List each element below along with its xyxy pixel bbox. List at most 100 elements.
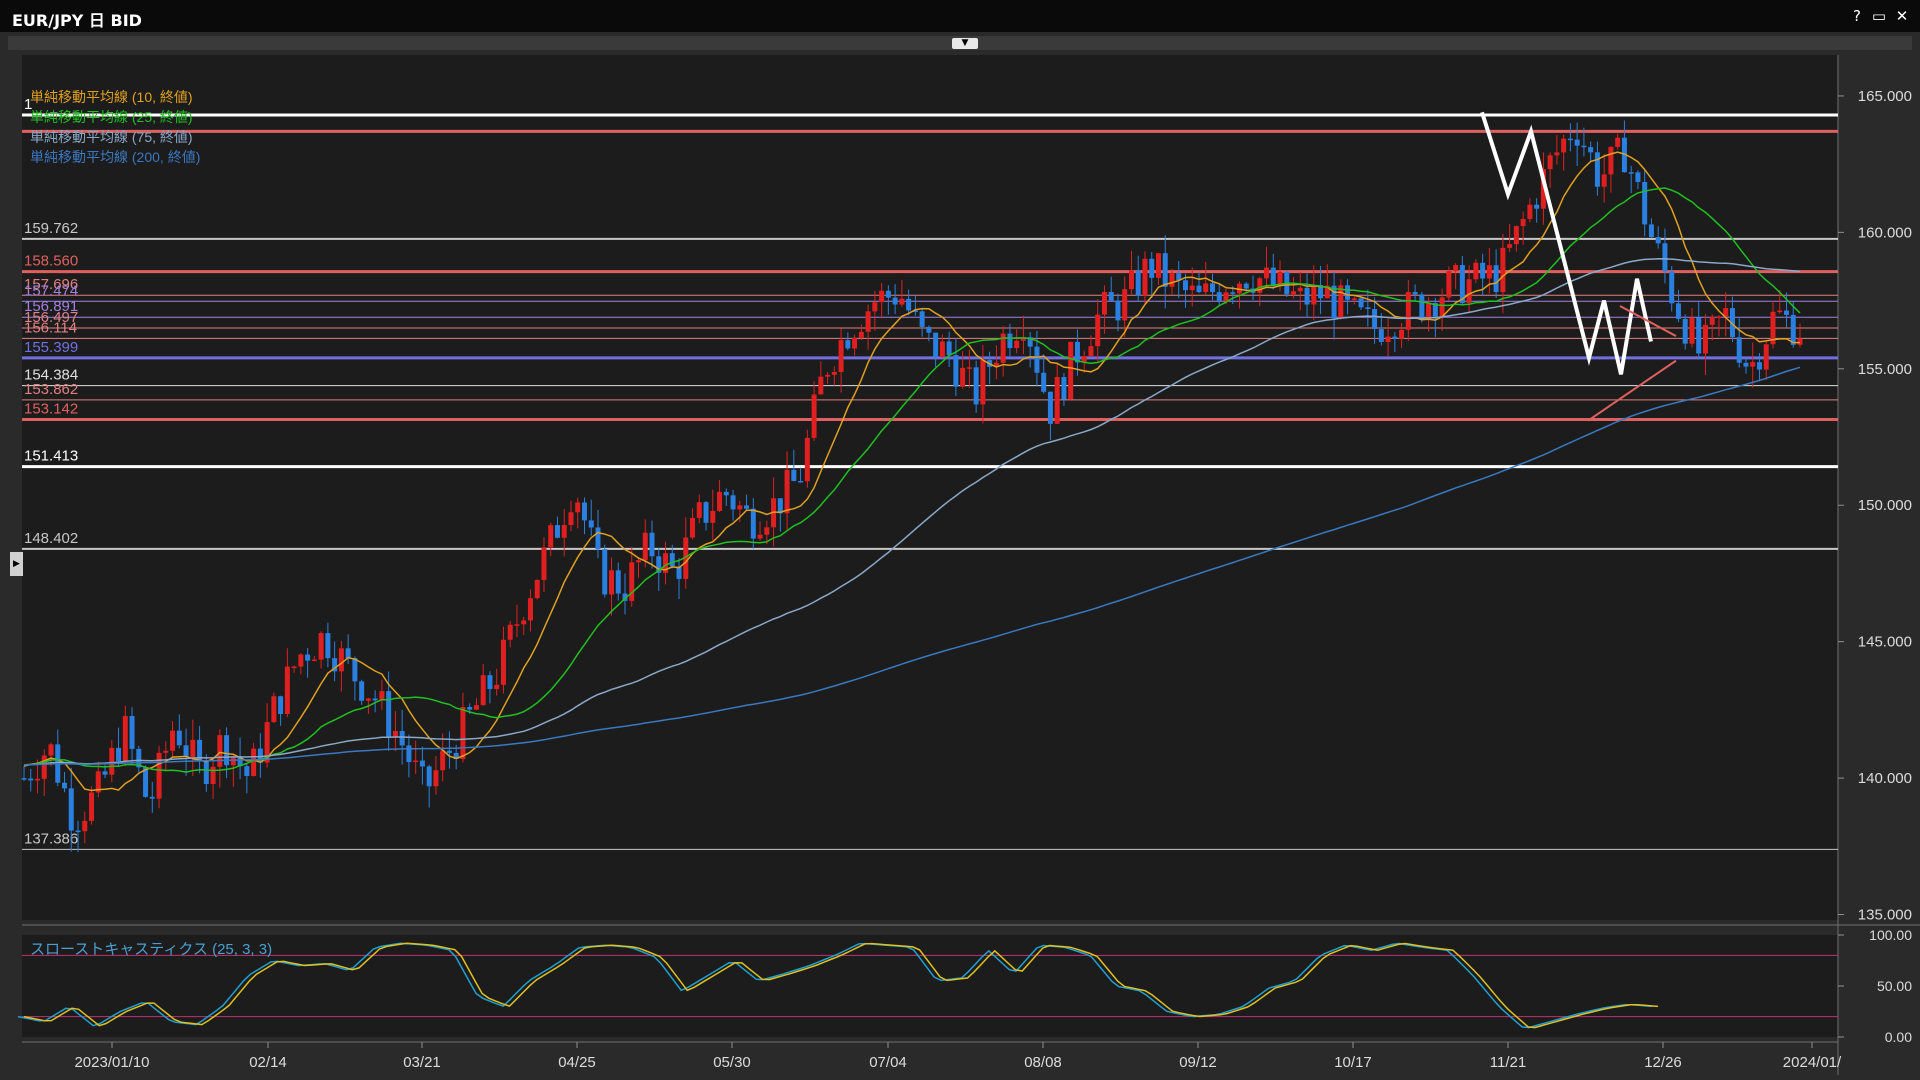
candle-body <box>1270 267 1276 287</box>
side-panel-toggle-icon[interactable]: ▶ <box>10 552 23 576</box>
collapse-toggle-icon[interactable]: ▼ <box>952 38 978 49</box>
y-tick-label: 160.000 <box>1858 224 1912 241</box>
candle-body <box>1581 145 1587 148</box>
candle-body <box>629 562 635 601</box>
candle-body <box>710 510 716 523</box>
candle-body <box>568 512 574 525</box>
level-label: 156.891 <box>24 298 78 315</box>
candle-body <box>1399 329 1405 339</box>
close-button[interactable]: ✕ <box>1895 7 1909 25</box>
candle-body <box>757 534 763 539</box>
candle-body <box>1182 280 1188 291</box>
candle-body <box>149 796 155 799</box>
candle-body <box>1453 265 1459 272</box>
level-label: 154.384 <box>24 367 78 384</box>
candle-body <box>791 469 797 482</box>
candle-body <box>1723 308 1729 317</box>
candle-body <box>608 570 614 595</box>
candle-body <box>1345 285 1351 300</box>
candle-body <box>41 755 47 779</box>
candle-body <box>926 326 932 333</box>
candle-body <box>426 766 432 787</box>
candle-body <box>993 362 999 367</box>
candle-body <box>1000 333 1006 363</box>
x-tick-label: 10/17 <box>1334 1054 1372 1071</box>
candle-body <box>82 820 88 832</box>
candle-body <box>318 633 324 660</box>
candle-body <box>1331 285 1337 319</box>
candle-body <box>28 778 34 781</box>
ma-legend-entry: 単純移動平均線 (75, 終値) <box>30 129 193 145</box>
candle-body <box>1358 298 1364 308</box>
moving-average-line <box>23 187 1801 773</box>
level-label: 148.402 <box>24 530 78 547</box>
candle-body <box>325 633 331 659</box>
candle-body <box>879 290 885 303</box>
candle-body <box>1176 273 1182 281</box>
candle-body <box>575 502 581 513</box>
candle-body <box>777 498 783 514</box>
candle-body <box>1061 377 1067 400</box>
candle-body <box>906 298 912 311</box>
candle-body <box>953 355 959 387</box>
candle-body <box>1662 243 1668 272</box>
y-tick-label: 145.000 <box>1858 634 1912 651</box>
candle-body <box>1405 292 1411 330</box>
candle-body <box>1128 270 1134 290</box>
candle-body <box>1574 139 1580 146</box>
candle-body <box>1101 291 1107 315</box>
level-label: 157.696 <box>24 276 78 293</box>
stoch-k-line <box>23 942 1659 1029</box>
candle-body <box>332 658 338 672</box>
candle-body <box>95 771 101 793</box>
candle-body <box>1500 247 1506 293</box>
level-label: 156.114 <box>24 319 77 336</box>
candle-body <box>338 648 344 672</box>
candle-body <box>217 735 223 767</box>
candle-body <box>798 481 804 483</box>
x-tick-label: 09/12 <box>1179 1054 1217 1071</box>
candle-body <box>1756 362 1762 370</box>
window-title: EUR/JPY 日 BID <box>12 11 142 30</box>
candle-body <box>311 659 317 662</box>
candle-body <box>669 553 675 567</box>
candle-body <box>433 770 439 787</box>
candle-body <box>75 830 81 833</box>
candle-body <box>656 556 662 573</box>
candle-body <box>1081 356 1087 363</box>
candle-body <box>1095 314 1101 347</box>
candle-body <box>1020 337 1026 341</box>
candle-body <box>1034 346 1040 373</box>
level-label: 159.762 <box>24 220 78 237</box>
candle-body <box>1291 291 1297 295</box>
candle-body <box>514 624 520 626</box>
candle-body <box>1675 303 1681 319</box>
candle-body <box>1264 267 1270 279</box>
level-label: 153.862 <box>24 381 78 398</box>
candle-body <box>1628 172 1634 174</box>
moving-average-line <box>23 257 1801 766</box>
maximize-button[interactable]: ▭ <box>1871 7 1887 25</box>
candle-body <box>1736 337 1742 363</box>
candle-body <box>703 502 709 523</box>
zigzag-drawing <box>1480 111 1653 375</box>
candle-body <box>838 340 844 372</box>
candle-body <box>1277 271 1283 287</box>
candle-body <box>1365 307 1371 310</box>
level-label: 158.560 <box>24 253 78 270</box>
candle-body <box>1480 262 1486 279</box>
candle-body <box>1162 253 1168 287</box>
candle-body <box>636 560 642 563</box>
help-button[interactable]: ? <box>1853 7 1861 25</box>
stoch-d-line <box>17 942 1653 1029</box>
candle-body <box>392 731 398 737</box>
candle-body <box>1446 271 1452 298</box>
candle-body <box>305 654 311 661</box>
candle-body <box>1615 137 1621 147</box>
candle-body <box>1567 138 1573 141</box>
candle-body <box>1169 273 1175 287</box>
candle-body <box>750 508 756 539</box>
candle-body <box>143 767 149 797</box>
candle-body <box>1507 244 1513 248</box>
